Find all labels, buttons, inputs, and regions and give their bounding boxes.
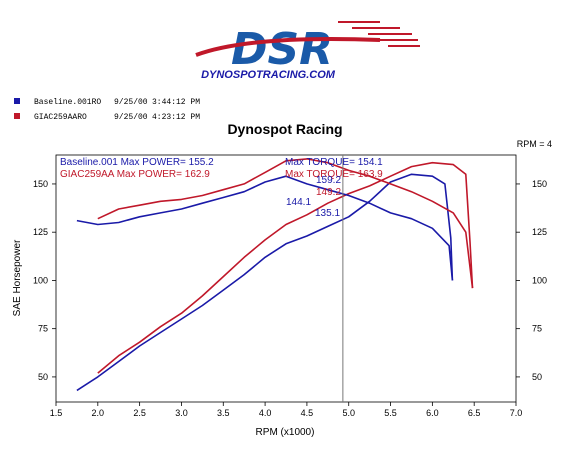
smoothing-label: RPM = 4 [517, 139, 552, 149]
x-tick-label: 2.0 [92, 408, 105, 418]
x-tick-label: 5.5 [384, 408, 397, 418]
x-tick-label: 2.5 [133, 408, 146, 418]
series-line-power-1 [97, 161, 474, 374]
legend-giac-date: 9/25/00 [114, 113, 148, 122]
series-line-torque-2 [76, 175, 454, 281]
series-line-power-0 [76, 173, 454, 392]
logo-swoosh [195, 37, 381, 57]
y-tick-label-left: 50 [38, 372, 48, 382]
legend-baseline-date: 9/25/00 [114, 98, 148, 107]
x-tick-label: 1.5 [50, 408, 63, 418]
y-axis-label: SAE Horsepower [12, 239, 23, 316]
cursor-value-3: 144.1 [286, 197, 311, 208]
x-tick-label: 3.0 [175, 408, 188, 418]
cursor-value-1: 159.2 [316, 175, 341, 186]
plot-frame [55, 154, 517, 403]
legend-swatch-baseline [14, 98, 20, 104]
readout-giac-torque: Max TORQUE= 163.9 [285, 169, 383, 180]
logo-text: DSR [231, 24, 333, 75]
legend-baseline-time: 3:44:12 PM [152, 98, 200, 107]
cursor-value-2: 149.2 [316, 187, 341, 198]
readout-baseline-torque: Max TORQUE= 154.1 [285, 157, 383, 168]
x-tick-label: 6.0 [426, 408, 439, 418]
legend-baseline-name: Baseline.001RO [34, 98, 101, 107]
x-tick-label: 4.5 [301, 408, 314, 418]
y-tick-label-right: 50 [532, 372, 542, 382]
y-tick-label-left: 150 [33, 179, 48, 189]
readout-giac-power: GIAC259AA Max POWER= 162.9 [60, 169, 210, 180]
chart-title: Dynospot Racing [227, 121, 342, 137]
legend-giac-time: 4:23:12 PM [152, 113, 200, 122]
x-tick-label: 3.5 [217, 408, 230, 418]
axis-ticks: 1.5 2.0 2.5 3.0 3.5 4.0 4.5 5.0 5.5 6.0 6.5 7.0 50 50… [33, 179, 547, 418]
y-tick-label-right: 150 [532, 179, 547, 189]
readout-baseline-power: Baseline.001 Max POWER= 155.2 [60, 157, 214, 168]
x-tick-label: 5.0 [342, 408, 355, 418]
x-tick-label: 6.5 [468, 408, 481, 418]
series-line-torque-3 [97, 158, 474, 289]
logo-url: DYNOSPOTRACING.COM [201, 69, 336, 81]
run-legend: Baseline.001RO 9/25/00 3:44:12 PM GIAC25… [14, 98, 200, 122]
y-tick-label-left: 75 [38, 324, 48, 334]
y-tick-label-right: 100 [532, 275, 547, 285]
logo-speed-lines [338, 21, 420, 47]
x-tick-label: 4.0 [259, 408, 272, 418]
y-tick-label-left: 125 [33, 227, 48, 237]
y-tick-label-right: 75 [532, 324, 542, 334]
y-tick-label-left: 100 [33, 275, 48, 285]
legend-giac-name: GIAC259AARO [34, 113, 87, 122]
cursor-value-4: 135.1 [315, 208, 340, 219]
series-group [76, 158, 474, 392]
x-tick-label: 7.0 [510, 408, 523, 418]
dsr-logo: DSR DYNOSPOTRACING.COM [195, 21, 420, 81]
x-axis-label: RPM (x1000) [256, 427, 315, 438]
legend-swatch-giac [14, 113, 20, 119]
y-tick-label-right: 125 [532, 227, 547, 237]
